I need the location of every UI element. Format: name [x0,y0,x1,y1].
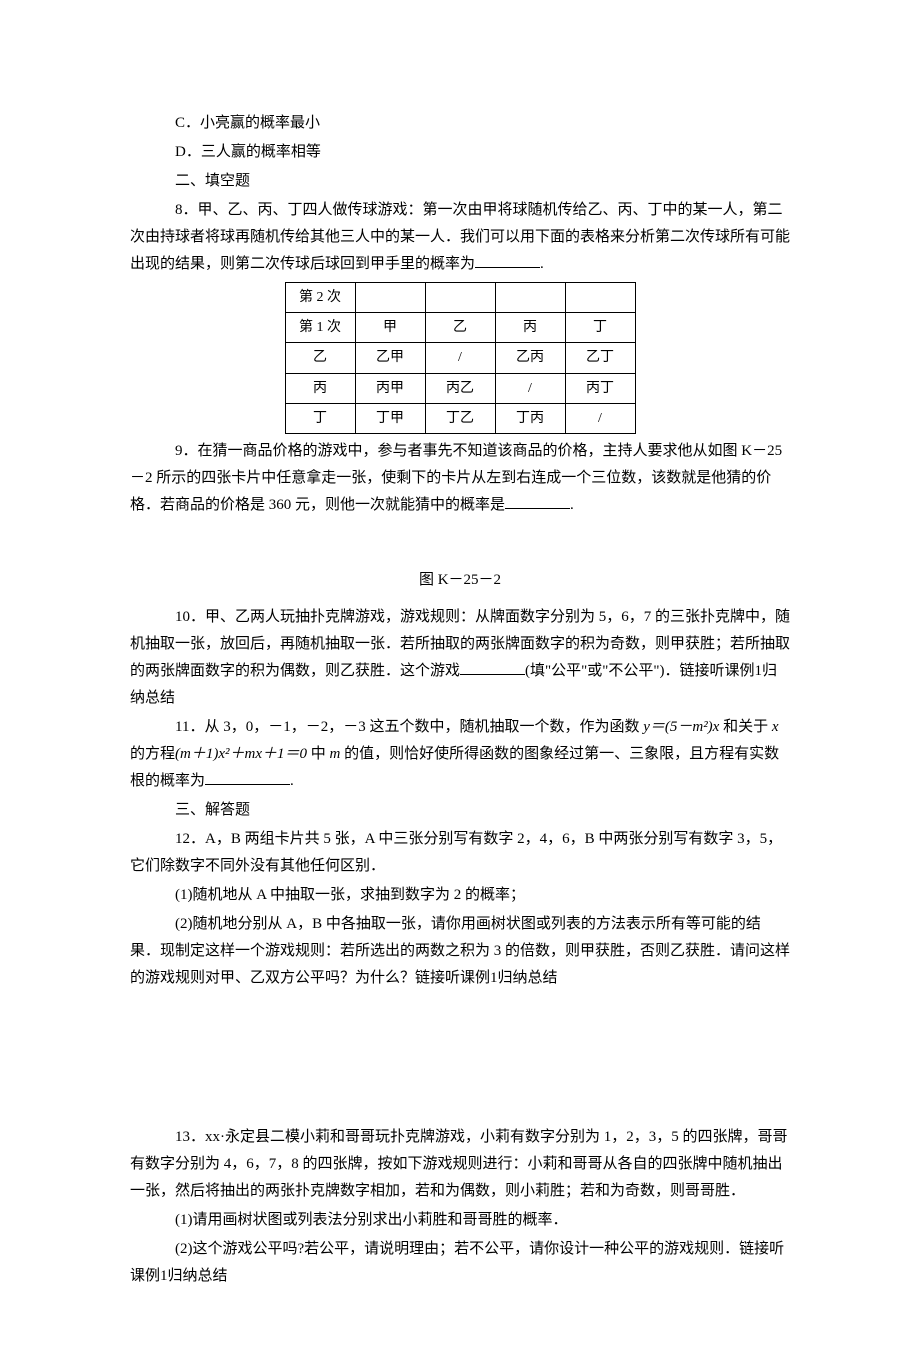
table-cell: 乙 [425,313,495,343]
table-cell [495,283,565,313]
q8-period: . [540,256,544,272]
table-row: 丁 丁甲 丁乙 丁丙 / [285,403,635,433]
q7-option-d: D．三人赢的概率相等 [130,139,790,166]
table-cell: 乙甲 [355,343,425,373]
q13-part1: (1)请用画树状图或列表法分别求出小莉胜和哥哥胜的概率． [130,1207,790,1234]
figure-space [130,521,790,561]
table-cell: 乙 [285,343,355,373]
q9-body: 9．在猜一商品价格的游戏中，参与者事先不知道该商品的价格，主持人要求他从如图 K… [130,443,782,513]
section-solve-heading: 三、解答题 [130,797,790,824]
q7-option-c: C．小亮赢的概率最小 [130,110,790,137]
section-fill-heading: 二、填空题 [130,168,790,195]
table-row: 第 2 次 [285,283,635,313]
q10-blank [460,660,525,675]
table-cell: 丙 [285,373,355,403]
table-cell: 乙丁 [565,343,635,373]
work-space [130,994,790,1124]
q11-blank [205,770,290,785]
table-cell: 甲 [355,313,425,343]
q11-b: 和关于 [719,719,772,735]
table-cell: 丙 [495,313,565,343]
table-cell: 第 2 次 [285,283,355,313]
q8-body: 8．甲、乙、丙、丁四人做传球游戏：第一次由甲将球随机传给乙、丙、丁中的某一人，第… [130,202,790,272]
table-cell: / [495,373,565,403]
q11-var-m: m [330,746,341,762]
q8-text: 8．甲、乙、丙、丁四人做传球游戏：第一次由甲将球随机传给乙、丙、丁中的某一人，第… [130,197,790,278]
q12-intro: 12．A，B 两组卡片共 5 张，A 中三张分别写有数字 2，4，6，B 中两张… [130,826,790,880]
table-row: 乙 乙甲 / 乙丙 乙丁 [285,343,635,373]
table-cell: 丙乙 [425,373,495,403]
table-cell: 第 1 次 [285,313,355,343]
q11-var-x: x [772,719,779,735]
table-cell: 丁甲 [355,403,425,433]
q11-formula1: y＝(5－m²)x [643,719,719,735]
q9-text: 9．在猜一商品价格的游戏中，参与者事先不知道该商品的价格，主持人要求他从如图 K… [130,438,790,519]
q11-c: 的方程 [130,746,175,762]
q13-intro: 13．xx·永定县二模小莉和哥哥玩扑克牌游戏，小莉有数字分别为 1，2，3，5 … [130,1124,790,1205]
table-cell: 丁丙 [495,403,565,433]
q13-part2: (2)这个游戏公平吗?若公平，请说明理由；若不公平，请你设计一种公平的游戏规则．… [130,1236,790,1290]
q12-part1: (1)随机地从 A 中抽取一张，求抽到数字为 2 的概率； [130,882,790,909]
q11-d: 中 [307,746,330,762]
q11-period: . [290,773,294,789]
table-cell: / [425,343,495,373]
q11-text: 11．从 3，0，－1，－2，－3 这五个数中，随机抽取一个数，作为函数 y＝(… [130,714,790,795]
table-cell: / [565,403,635,433]
table-cell: 丁乙 [425,403,495,433]
q9-blank [505,494,570,509]
table-row: 第 1 次 甲 乙 丙 丁 [285,313,635,343]
table-cell [565,283,635,313]
table-cell: 丁 [565,313,635,343]
q8-table: 第 2 次 第 1 次 甲 乙 丙 丁 乙 乙甲 / 乙丙 乙丁 丙 丙甲 丙乙… [285,282,636,434]
q11-a: 11．从 3，0，－1，－2，－3 这五个数中，随机抽取一个数，作为函数 [175,719,643,735]
q9-figure-caption: 图 K－25－2 [130,567,790,594]
q9-period: . [570,497,574,513]
q10-text: 10．甲、乙两人玩抽扑克牌游戏，游戏规则：从牌面数字分别为 5，6，7 的三张扑… [130,604,790,712]
table-cell: 丁 [285,403,355,433]
q11-formula2: (m＋1)x²＋mx＋1＝0 [175,746,307,762]
table-cell: 乙丙 [495,343,565,373]
q12-part2: (2)随机地分别从 A，B 中各抽取一张，请你用画树状图或列表的方法表示所有等可… [130,911,790,992]
table-row: 丙 丙甲 丙乙 / 丙丁 [285,373,635,403]
table-cell [425,283,495,313]
table-cell: 丙甲 [355,373,425,403]
table-cell: 丙丁 [565,373,635,403]
q8-blank [475,253,540,268]
table-cell [355,283,425,313]
